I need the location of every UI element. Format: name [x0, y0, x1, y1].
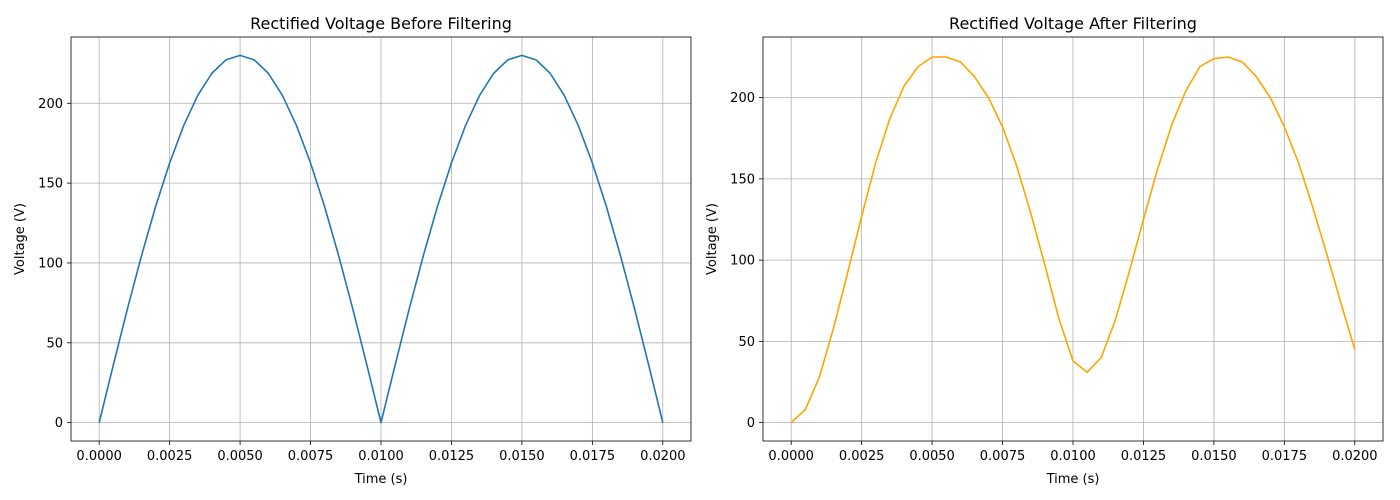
x-tick-label: 0.0175 [1262, 449, 1308, 464]
y-tick-label: 100 [38, 256, 63, 271]
y-tick-label: 150 [38, 177, 63, 192]
x-axis-label: Time (s) [1046, 472, 1100, 487]
y-tick-label: 200 [730, 91, 755, 106]
x-tick-label: 0.0150 [499, 449, 545, 464]
x-tick-label: 0.0000 [768, 449, 814, 464]
chart-title: Rectified Voltage Before Filtering [250, 14, 512, 33]
x-tick-label: 0.0100 [358, 449, 404, 464]
x-tick-label: 0.0075 [980, 449, 1026, 464]
chart-title: Rectified Voltage After Filtering [949, 14, 1197, 33]
y-tick-label: 0 [747, 416, 755, 431]
y-tick-label: 150 [730, 172, 755, 187]
x-tick-label: 0.0050 [909, 449, 955, 464]
x-tick-label: 0.0050 [217, 449, 263, 464]
chart-panel-after-filtering: 0.0000 0.0025 0.0050 0.0075 0.0100 0.0125 0.01… [705, 14, 1384, 487]
y-tick-label: 50 [46, 336, 63, 351]
x-tick-label: 0.0000 [76, 449, 122, 464]
x-tick-label: 0.0025 [839, 449, 885, 464]
y-tick-label: 100 [730, 254, 755, 269]
y-axis-label: Voltage (V) [705, 203, 720, 275]
series-line [790, 56, 1356, 424]
y-tick-label: 50 [738, 335, 755, 350]
y-axis-label: Voltage (V) [13, 203, 28, 275]
x-tick-label: 0.0200 [640, 449, 686, 464]
chart-panel-before-filtering: 0.0000 0.0025 0.0050 0.0075 0.0100 0.0125 0.01… [13, 14, 692, 487]
x-axis-label: Time (s) [354, 472, 408, 487]
x-tick-label: 0.0025 [147, 449, 193, 464]
x-tick-label: 0.0200 [1332, 449, 1378, 464]
x-tick-label: 0.0075 [288, 449, 334, 464]
y-tick-label: 0 [55, 416, 63, 431]
x-tick-label: 0.0125 [1121, 449, 1167, 464]
x-tick-label: 0.0125 [429, 449, 475, 464]
x-tick-label: 0.0175 [570, 449, 616, 464]
y-tick-label: 200 [38, 97, 63, 112]
series-line [98, 54, 664, 424]
x-tick-label: 0.0100 [1050, 449, 1096, 464]
x-tick-label: 0.0150 [1191, 449, 1237, 464]
